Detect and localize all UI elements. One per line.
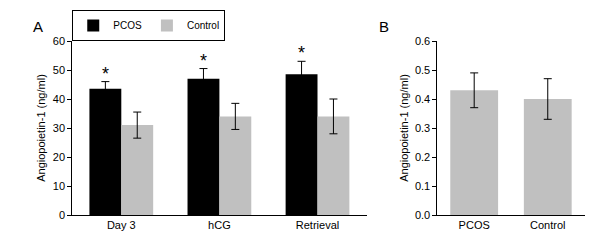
svg-text:PCOS: PCOS — [113, 20, 142, 31]
svg-text:0.0: 0.0 — [415, 209, 430, 221]
svg-text:40: 40 — [53, 93, 65, 105]
svg-text:60: 60 — [53, 35, 65, 47]
svg-text:0.2: 0.2 — [415, 151, 430, 163]
svg-text:*: * — [102, 64, 109, 84]
svg-text:0.1: 0.1 — [415, 180, 430, 192]
svg-text:Angiopoietin-1 (ng/ml): Angiopoietin-1 (ng/ml) — [398, 74, 410, 182]
svg-text:50: 50 — [53, 64, 65, 76]
svg-text:*: * — [298, 43, 305, 63]
svg-text:hCG: hCG — [208, 219, 231, 231]
svg-text:30: 30 — [53, 122, 65, 134]
svg-text:PCOS: PCOS — [459, 219, 490, 231]
svg-text:B: B — [379, 18, 389, 35]
svg-text:A: A — [33, 18, 43, 35]
svg-text:0.5: 0.5 — [415, 64, 430, 76]
svg-text:10: 10 — [53, 180, 65, 192]
svg-text:20: 20 — [53, 151, 65, 163]
svg-text:0: 0 — [59, 209, 65, 221]
svg-text:Control: Control — [530, 219, 565, 231]
svg-text:*: * — [200, 51, 207, 71]
svg-text:0.4: 0.4 — [415, 93, 430, 105]
svg-text:0.3: 0.3 — [415, 122, 430, 134]
svg-text:Retrieval: Retrieval — [296, 219, 339, 231]
svg-text:Day 3: Day 3 — [107, 219, 136, 231]
svg-text:0.6: 0.6 — [415, 35, 430, 47]
svg-text:Control: Control — [187, 20, 219, 31]
svg-text:Angiopoietin-1 (ng/ml): Angiopoietin-1 (ng/ml) — [35, 74, 47, 182]
